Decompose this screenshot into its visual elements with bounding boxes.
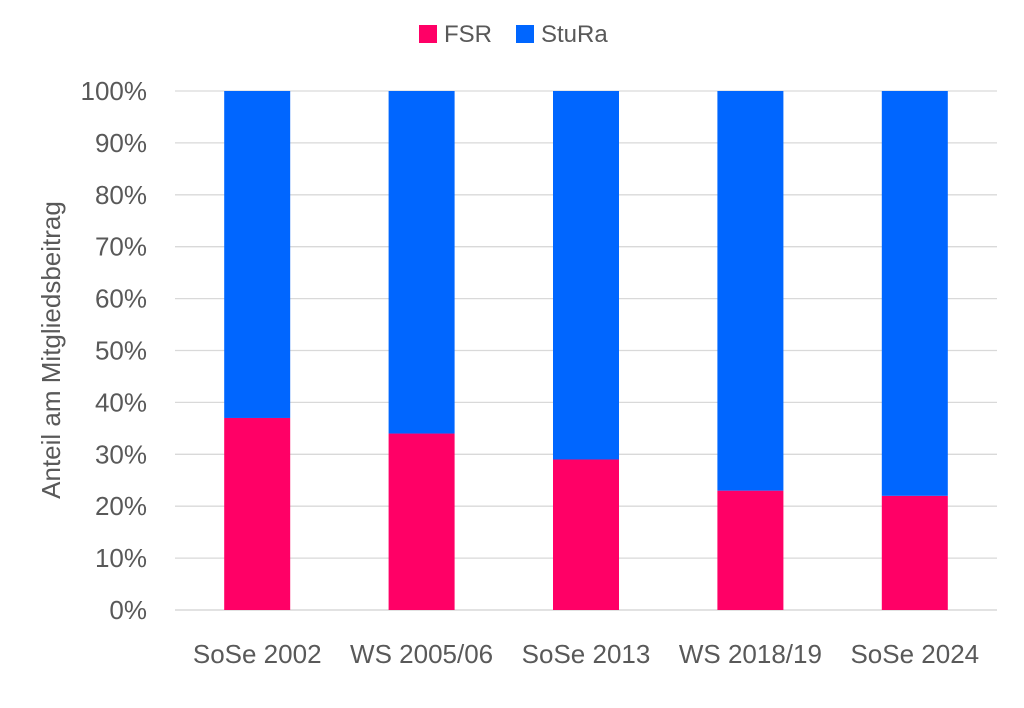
x-tick-label: SoSe 2002	[193, 639, 322, 669]
bar-stura	[881, 91, 948, 496]
y-tick-label: 60%	[95, 284, 147, 314]
bar-fsr	[553, 459, 619, 610]
y-tick-label: 80%	[95, 180, 147, 210]
y-tick-label: 20%	[95, 491, 147, 521]
y-tick-label: 50%	[95, 336, 147, 366]
x-tick-label: WS 2018/19	[679, 639, 822, 669]
legend-label-stura: StuRa	[541, 21, 608, 48]
y-tick-label: 30%	[95, 439, 147, 469]
y-tick-label: 40%	[95, 387, 147, 417]
x-tick-labels: SoSe 2002 WS 2005/06 SoSe 2013 WS 2018/19 So…	[193, 639, 979, 669]
legend-swatch-fsr	[419, 25, 437, 43]
y-tick-label: 10%	[95, 543, 147, 573]
y-tick-label: 70%	[95, 232, 147, 262]
y-axis-title: Anteil am Mitgliedsbeitrag	[36, 201, 66, 499]
legend-label-fsr: FSR	[444, 21, 492, 48]
legend-swatch-stura	[516, 25, 534, 43]
bar-stura	[553, 91, 619, 460]
bar-fsr	[224, 417, 291, 610]
y-tick-label: 100%	[81, 76, 148, 106]
legend: FSR StuRa	[419, 21, 608, 48]
y-tick-label: 90%	[95, 128, 147, 158]
x-tick-label: SoSe 2024	[850, 639, 979, 669]
bars	[224, 91, 948, 610]
bar-fsr	[881, 495, 948, 610]
x-tick-label: SoSe 2013	[522, 639, 651, 669]
bar-fsr	[717, 490, 784, 610]
bar-fsr	[388, 433, 455, 610]
bar-stura	[388, 91, 455, 434]
bar-stura	[717, 91, 784, 491]
y-tick-label: 0%	[109, 595, 147, 625]
x-tick-label: WS 2005/06	[350, 639, 493, 669]
bar-stura	[224, 91, 291, 418]
y-tick-labels: 0% 10% 20% 30% 40% 50% 60% 70% 80% 90% 100%	[81, 76, 148, 625]
